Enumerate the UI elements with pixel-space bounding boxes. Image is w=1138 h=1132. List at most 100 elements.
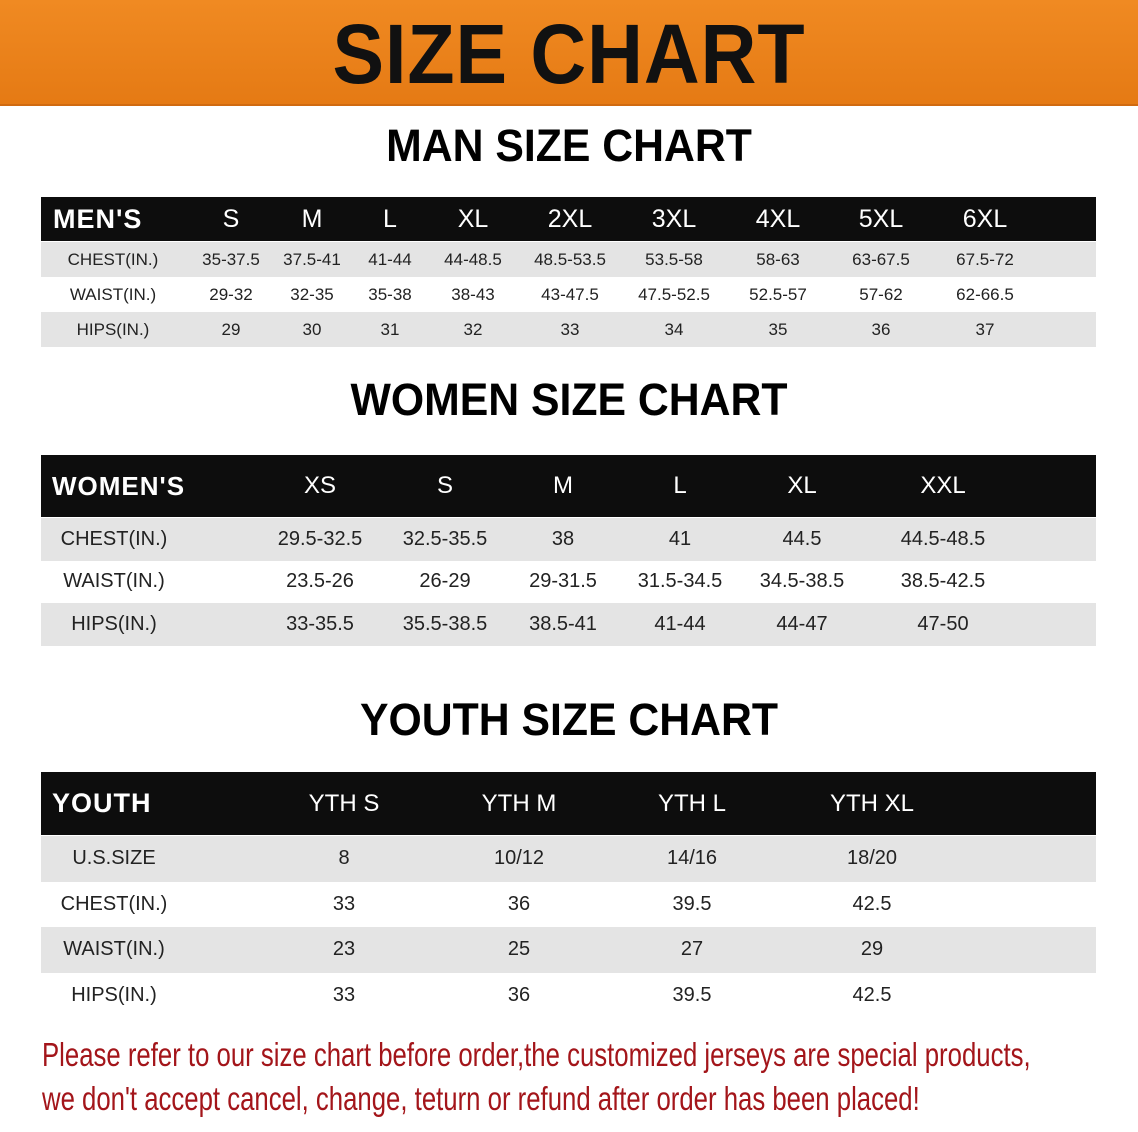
size-column-header: 2XL [547,204,593,233]
table-cell: 29 [221,319,241,339]
row-label: U.S.SIZE [72,847,156,870]
table-cell: 53.5-58 [645,249,703,269]
size-chart-banner: SIZE CHART [0,0,1138,106]
size-column-header: L [673,472,687,499]
table-cell: 30 [302,319,322,339]
row-label: HIPS(IN.) [71,612,157,635]
table-cell: 36 [871,319,891,339]
table-cell: 23.5-26 [286,570,354,593]
row-label: HIPS(IN.) [76,319,150,339]
size-column-header: M [553,472,573,499]
table-cell: 23 [332,938,356,961]
table-row: CHEST(IN.) 29.5-32.5 32.5-35.5 38 41 44.5 44.5… [41,518,1096,561]
table-cell: 27 [680,938,704,961]
table-cell: 58-63 [756,249,800,269]
size-column-header: 4XL [755,204,801,233]
table-cell: 38.5-41 [529,612,597,635]
table-cell: 32.5-35.5 [402,527,488,550]
table-row: WAIST(IN.) 23 25 27 29 [41,927,1096,973]
table-cell: 57-62 [859,284,903,304]
row-label: WAIST(IN.) [63,938,165,961]
women-header-label: WOMEN'S [52,470,186,501]
table-cell: 29.5-32.5 [277,527,363,550]
size-column-header: XS [303,472,336,499]
row-label: WAIST(IN.) [69,284,157,304]
row-label: CHEST(IN.) [60,892,168,915]
table-cell: 33 [332,983,356,1006]
size-column-header: 3XL [651,204,697,233]
size-column-header: S [222,204,240,233]
table-cell: 8 [338,847,350,870]
table-cell: 38-43 [451,284,495,304]
size-column-header: 6XL [962,204,1008,233]
table-cell: 18/20 [846,847,898,870]
table-cell: 41-44 [654,612,706,635]
table-row: HIPS(IN.) 33 36 39.5 42.5 [41,973,1096,1019]
table-cell: 41 [668,527,692,550]
size-column-header: M [301,204,323,233]
table-cell: 44-48.5 [444,249,502,269]
table-cell: 42.5 [852,983,892,1006]
table-cell: 35 [768,319,788,339]
table-row: U.S.SIZE 8 10/12 14/16 18/20 [41,836,1096,882]
table-cell: 25 [507,938,531,961]
table-cell: 29 [860,938,884,961]
table-cell: 36 [507,983,531,1006]
men-header-label: MEN'S [53,203,143,234]
table-cell: 37.5-41 [283,249,341,269]
table-row: CHEST(IN.) 33 36 39.5 42.5 [41,882,1096,928]
table-cell: 43-47.5 [541,284,599,304]
table-cell: 29-31.5 [529,570,597,593]
table-cell: 33-35.5 [286,612,354,635]
size-column-header: YTH L [657,789,726,817]
men-table-header: MEN'S S M L XL 2XL 3XL 4XL 5XL 6XL [41,197,1096,241]
size-column-header: L [383,204,397,233]
row-label: WAIST(IN.) [63,570,165,593]
table-cell: 67.5-72 [956,249,1014,269]
table-cell: 38 [551,527,575,550]
table-cell: 39.5 [672,892,712,915]
row-label: HIPS(IN.) [71,983,157,1006]
table-cell: 41-44 [368,249,412,269]
table-row: CHEST(IN.) 35-37.5 37.5-41 41-44 44-48.5 48.5… [41,242,1096,277]
notice-line-2: we don't accept cancel, change, teturn o… [42,1080,920,1117]
table-cell: 29-32 [209,284,253,304]
table-cell: 44.5-48.5 [900,527,986,550]
table-cell: 52.5-57 [749,284,807,304]
table-cell: 26-29 [419,570,471,593]
table-row: WAIST(IN.) 23.5-26 26-29 29-31.5 31.5-34.5 34… [41,561,1096,604]
size-column-header: XL [457,204,489,233]
table-cell: 32 [463,319,483,339]
size-column-header: S [436,472,453,499]
table-cell: 62-66.5 [956,284,1014,304]
table-cell: 31 [380,319,400,339]
table-row: WAIST(IN.) 29-32 32-35 35-38 38-43 43-47.5 47.… [41,277,1096,312]
youth-table-header: YOUTH YTH S YTH M YTH L YTH XL [41,772,1096,835]
table-cell: 34.5-38.5 [759,570,845,593]
table-cell: 14/16 [666,847,718,870]
size-column-header: YTH XL [829,789,915,817]
men-section-title: MAN SIZE CHART [386,120,752,171]
table-cell: 63-67.5 [852,249,910,269]
table-cell: 10/12 [493,847,545,870]
table-cell: 38.5-42.5 [900,570,986,593]
table-cell: 36 [507,892,531,915]
table-cell: 47-50 [917,612,969,635]
row-label: CHEST(IN.) [60,527,168,550]
women-section-title: WOMEN SIZE CHART [350,374,788,425]
table-cell: 44.5 [782,527,822,550]
table-cell: 34 [664,319,684,339]
table-cell: 37 [975,319,995,339]
youth-header-label: YOUTH [52,788,152,818]
size-column-header: 5XL [858,204,904,233]
table-cell: 35-38 [368,284,412,304]
table-row: HIPS(IN.) 33-35.5 35.5-38.5 38.5-41 41-44 44-… [41,603,1096,646]
banner-title: SIZE CHART [332,7,806,101]
table-cell: 42.5 [852,892,892,915]
table-cell: 47.5-52.5 [638,284,710,304]
table-cell: 31.5-34.5 [637,570,723,593]
notice-line-1: Please refer to our size chart before or… [42,1036,1031,1073]
size-column-header: XL [787,472,817,499]
table-cell: 48.5-53.5 [534,249,606,269]
table-cell: 32-35 [290,284,334,304]
